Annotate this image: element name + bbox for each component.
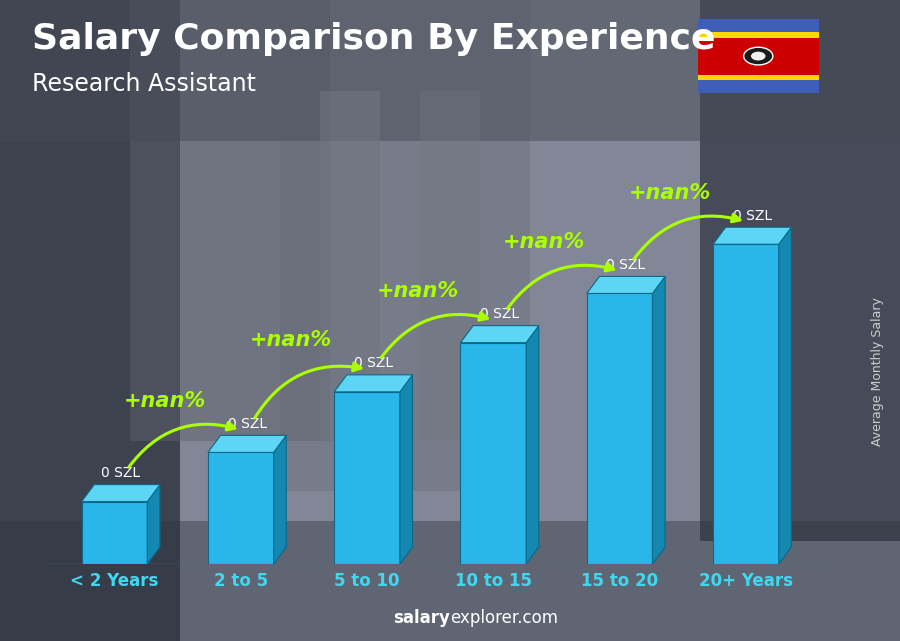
Bar (698, 38, 819, 74)
Text: 0 SZL: 0 SZL (607, 258, 645, 272)
Text: Average Monthly Salary: Average Monthly Salary (871, 297, 884, 446)
Polygon shape (778, 227, 791, 564)
Text: salary: salary (393, 609, 450, 627)
Text: explorer.com: explorer.com (450, 609, 558, 627)
Bar (0, 521, 900, 641)
Text: +nan%: +nan% (629, 183, 711, 203)
Text: +nan%: +nan% (124, 391, 206, 411)
Bar (320, 91, 380, 441)
Polygon shape (208, 453, 274, 564)
Text: Research Assistant: Research Assistant (32, 72, 256, 96)
Circle shape (751, 52, 766, 60)
Bar (280, 0, 530, 491)
Polygon shape (208, 435, 286, 453)
Bar (698, 74, 819, 79)
Bar (0, 0, 900, 141)
Polygon shape (587, 294, 652, 564)
Circle shape (743, 47, 773, 65)
Polygon shape (713, 227, 791, 244)
Bar (698, 33, 819, 38)
Text: 0 SZL: 0 SZL (480, 307, 519, 321)
Polygon shape (526, 326, 539, 564)
Text: Salary Comparison By Experience: Salary Comparison By Experience (32, 22, 715, 56)
Bar (130, 0, 330, 441)
Text: 0 SZL: 0 SZL (228, 417, 266, 431)
Polygon shape (148, 485, 160, 564)
Text: +nan%: +nan% (503, 232, 585, 252)
Polygon shape (334, 392, 400, 564)
Bar (0, 0, 180, 641)
Bar (698, 19, 819, 33)
Polygon shape (334, 375, 412, 392)
Polygon shape (274, 435, 286, 564)
Bar (420, 91, 480, 441)
Text: 0 SZL: 0 SZL (101, 466, 140, 480)
Text: +nan%: +nan% (376, 281, 459, 301)
Polygon shape (82, 485, 160, 502)
Polygon shape (652, 276, 665, 564)
Bar (700, 0, 900, 541)
Polygon shape (461, 343, 526, 564)
Polygon shape (82, 502, 148, 564)
Text: 0 SZL: 0 SZL (733, 209, 772, 222)
Text: +nan%: +nan% (250, 330, 332, 350)
Text: 0 SZL: 0 SZL (354, 356, 393, 370)
Polygon shape (400, 375, 412, 564)
Polygon shape (713, 244, 778, 564)
Bar (698, 79, 819, 93)
Polygon shape (587, 276, 665, 294)
Polygon shape (461, 326, 539, 343)
